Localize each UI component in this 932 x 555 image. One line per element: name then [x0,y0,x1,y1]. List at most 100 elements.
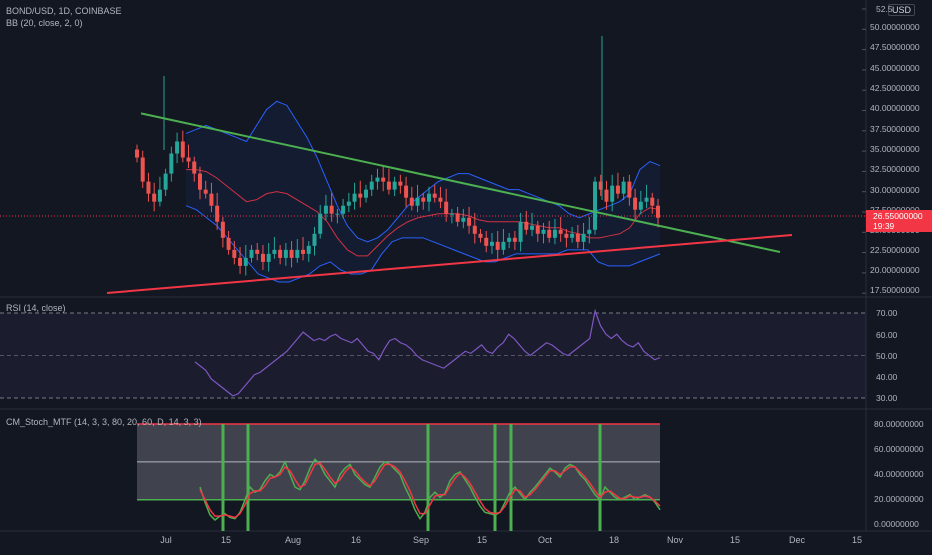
current-price-tag[interactable]: 26.55000000 19:39 [866,210,932,232]
candle-body [638,201,643,210]
stoch-level-label: 60.00000000 [874,444,924,454]
rsi-level-label: 50.00 [876,351,898,361]
candle-body [421,197,426,202]
candle-body [278,249,283,258]
candle-body [203,189,208,194]
candle-body [495,241,500,250]
price-label: 32.50000000 [870,164,920,174]
candle-body [581,233,586,242]
candle-body [140,157,145,182]
price-label: 50.00000000 [870,22,920,32]
candle-body [249,249,254,258]
candle-body [650,197,655,206]
price-label: 37.50000000 [870,124,920,134]
candle-body [547,229,552,238]
symbol-legend[interactable]: BOND/USD, 1D, COINBASE [6,6,122,16]
candle-body [392,181,397,190]
price-label: 20.00000000 [870,265,920,275]
candle-body [426,193,431,202]
candle-body [163,173,168,190]
candle-body [656,205,660,218]
candle-body [346,201,351,206]
rsi-level-label: 30.00 [876,393,898,403]
candle-body [381,177,386,182]
candle-body [564,233,569,238]
candle-body [341,205,346,214]
candle-body [444,201,449,214]
candle-body [318,213,323,234]
currency-badge[interactable]: USD [888,4,916,16]
stoch-k-line [199,458,661,521]
candle-body [272,249,277,254]
candle-body [289,249,294,258]
candle-body [157,189,162,202]
candle-body [283,249,288,258]
candle-body [238,257,243,266]
candle-body [530,225,535,230]
ascending-trendline [106,234,793,294]
candle-body [455,213,460,222]
candle-body [627,181,632,198]
candle-body [484,237,489,246]
price-label: 35.00000000 [870,144,920,154]
candle-body [169,153,174,174]
rsi-level-label: 60.00 [876,330,898,340]
time-label: 15 [729,535,741,545]
candle-body [552,229,557,238]
price-label: 47.50000000 [870,42,920,52]
candle-body [449,213,454,215]
candle-body [352,193,357,202]
price-label: 17.50000000 [870,285,920,295]
price-label: 40.00000000 [870,103,920,113]
candle-body [232,249,237,258]
time-label: Sep [412,535,430,545]
candle-body [197,173,202,190]
candle-body [146,181,151,194]
stoch-legend[interactable]: CM_Stoch_MTF (14, 3, 3, 80, 20, 60, D, 1… [6,417,202,427]
candle-body [587,229,592,234]
candle-body [135,149,139,158]
time-label: 15 [476,535,488,545]
candle-body [301,249,306,254]
candle-body [478,233,483,238]
candle-body [369,181,374,190]
bb-basis-line [186,169,661,257]
rsi-legend[interactable]: RSI (14, close) [6,303,66,313]
time-label: 15 [220,535,232,545]
time-label: 18 [608,535,620,545]
candle-body [558,229,563,234]
candle-body [323,205,328,214]
bb-legend[interactable]: BB (20, close, 2, 0) [6,18,83,28]
time-label: Nov [666,535,684,545]
candle-body [432,193,437,198]
price-label: 45.00000000 [870,63,920,73]
candle-body [404,185,409,198]
candle-body [180,141,185,158]
candle-body [535,225,540,234]
current-price-value: 26.55000000 [873,211,923,221]
candle-body [192,161,197,174]
candle-body [175,141,180,154]
candle-body [306,245,311,254]
candle-body [398,181,403,186]
rsi-line [194,308,661,397]
candle-body [152,193,157,202]
candle-body [467,217,472,226]
candle-body [575,233,580,242]
stoch-level-label: 20.00000000 [874,494,924,504]
candle-body [375,177,380,182]
candle-body [358,193,363,198]
candle-body [295,249,300,258]
stoch-level-label: 0.00000000 [874,519,919,529]
price-label: 22.50000000 [870,245,920,255]
candle-body [335,213,340,215]
descending-trendline [140,112,781,253]
price-label: 30.00000000 [870,185,920,195]
candle-body [220,221,225,238]
candle-body [507,237,512,242]
time-label: Aug [284,535,302,545]
candle-body [524,221,529,230]
rsi-level-label: 40.00 [876,372,898,382]
